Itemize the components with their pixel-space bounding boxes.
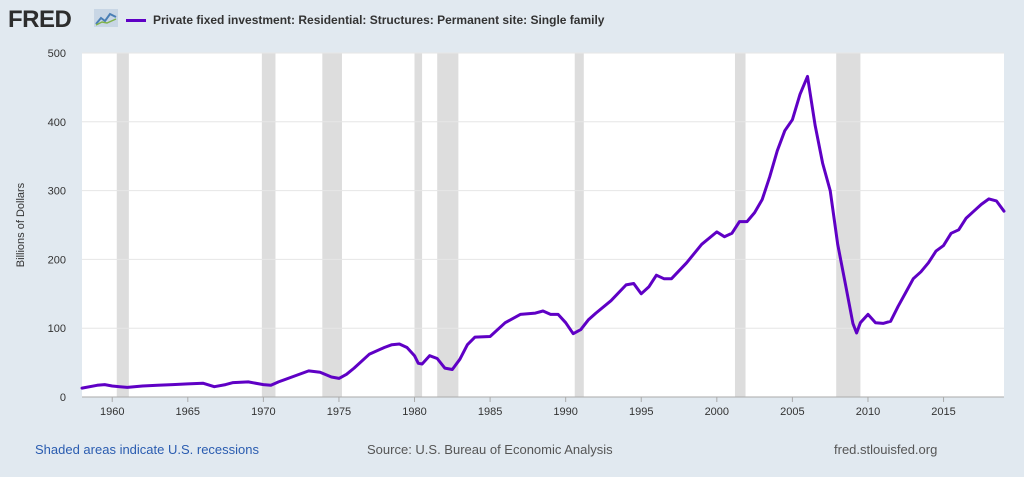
x-tick-label-1985: 1985	[478, 406, 502, 418]
recession-band-4	[437, 53, 459, 397]
x-tick-label-1965: 1965	[176, 406, 200, 418]
y-tick-label-300: 300	[48, 186, 66, 198]
series-line-0	[80, 74, 1006, 390]
recession-band-7	[836, 53, 861, 397]
fred-logo[interactable]: FRED	[8, 6, 72, 33]
x-tick-label-2015: 2015	[931, 406, 955, 418]
recession-band-5	[574, 53, 584, 397]
x-tick-label-1995: 1995	[629, 406, 653, 418]
legend: Private fixed investment: Residential: S…	[126, 13, 604, 27]
chart-header: FRED Private fixed investment: Residenti…	[0, 0, 1024, 42]
x-tick-label-1970: 1970	[251, 406, 275, 418]
x-tick-label-1960: 1960	[100, 406, 124, 418]
y-tick-label-400: 400	[48, 117, 66, 129]
legend-swatch	[126, 18, 146, 22]
x-tick-label-1975: 1975	[327, 406, 351, 418]
recession-note-link[interactable]: Shaded areas indicate U.S. recessions	[35, 442, 260, 457]
x-tick-label-1980: 1980	[402, 406, 426, 418]
y-tick-label-0: 0	[60, 392, 66, 404]
y-tick-label-200: 200	[48, 254, 66, 266]
recession-band-2	[322, 53, 342, 397]
recession-band-6	[734, 53, 746, 397]
y-tick-label-100: 100	[48, 323, 66, 335]
x-tick-label-2010: 2010	[856, 406, 880, 418]
y-tick-label-500: 500	[48, 48, 66, 60]
legend-label: Private fixed investment: Residential: S…	[153, 13, 605, 27]
x-tick-label-2000: 2000	[705, 406, 729, 418]
fred-chart-icon	[94, 9, 118, 27]
recession-band-3	[414, 53, 423, 397]
plot-area	[82, 53, 1004, 397]
line-chart: 0 100 200 300 400 500 1960 1965 1970 1975 1980 1985…	[15, 48, 1006, 418]
x-tick-label-1990: 1990	[553, 406, 577, 418]
y-axis-label: Billions of Dollars	[15, 182, 27, 267]
source-note: Source: U.S. Bureau of Economic Analysis	[367, 442, 613, 457]
x-tick-label-2005: 2005	[780, 406, 804, 418]
chart-footer: Shaded areas indicate U.S. recessions So…	[0, 440, 1024, 462]
recession-band-1	[261, 53, 276, 397]
recession-band-0	[116, 53, 129, 397]
site-link[interactable]: fred.stlouisfed.org	[834, 442, 938, 457]
